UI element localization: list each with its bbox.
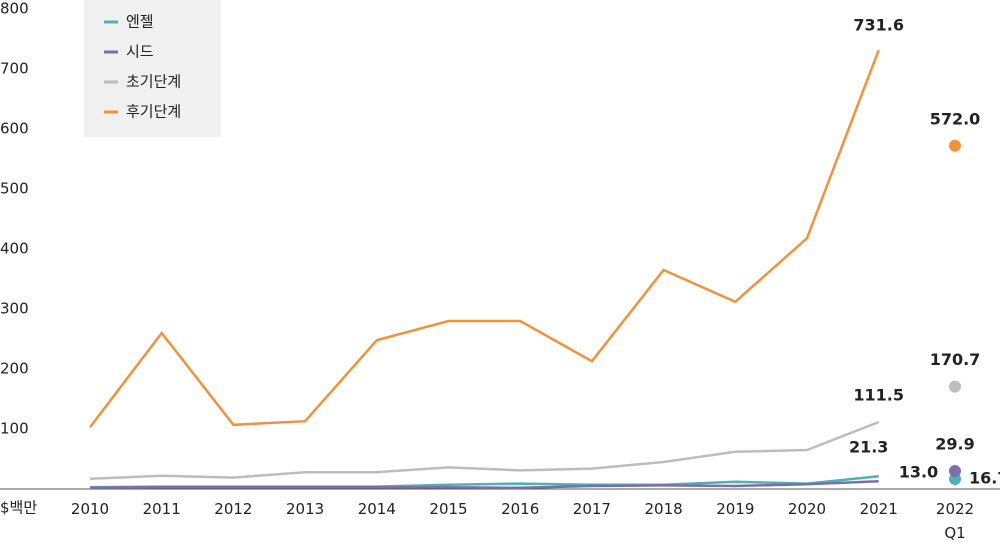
value-label: 731.6 [853, 16, 904, 35]
y-tick-label: 100 [0, 420, 29, 438]
x-tick-label: 2017 [572, 500, 611, 518]
x-tick-label: 2013 [286, 500, 325, 518]
y-tick-label: 600 [0, 120, 29, 138]
x-tick-label: 2014 [357, 500, 396, 518]
series-dot [949, 139, 961, 152]
value-label: 572.0 [930, 109, 981, 128]
y-tick-label: 300 [0, 300, 29, 318]
legend-label: 시드 [126, 43, 154, 61]
value-label: 16.7 [969, 468, 1000, 487]
x-tick-label: 2012 [214, 500, 253, 518]
y-tick-label: 500 [0, 180, 29, 198]
x-tick-label: 2020 [787, 500, 827, 518]
legend-label: 엔젤 [126, 13, 154, 31]
y-tick-label: 400 [0, 240, 29, 258]
series-dot [949, 465, 961, 478]
y-tick-label: 800 [0, 0, 29, 18]
y-tick-label: 200 [0, 360, 29, 378]
series-line [89, 420, 880, 481]
series-line [89, 479, 879, 490]
series-line [89, 49, 880, 428]
value-label: 21.3 [849, 438, 888, 457]
x-tick-label: 2010 [70, 500, 110, 518]
x-tick-label: 2015 [429, 500, 468, 518]
value-label: 170.7 [930, 350, 981, 369]
series-dot [949, 380, 961, 393]
x-tick-label: 2016 [501, 500, 540, 518]
legend-label: 후기단계 [126, 103, 181, 121]
x-tick-label: 2021 [859, 500, 898, 518]
value-label: 29.9 [935, 435, 974, 454]
x-tick-label: 2022 Q1 [935, 500, 975, 542]
x-tick-label: 2018 [644, 500, 683, 518]
value-label: 13.0 [899, 463, 938, 482]
value-label: 111.5 [853, 386, 904, 405]
y-tick-label: 700 [0, 60, 29, 78]
legend-label: 초기단계 [126, 73, 181, 91]
y-axis-label: $백만 [0, 499, 37, 517]
x-tick-label: 2019 [716, 500, 755, 518]
x-tick-label: 2011 [142, 500, 181, 518]
